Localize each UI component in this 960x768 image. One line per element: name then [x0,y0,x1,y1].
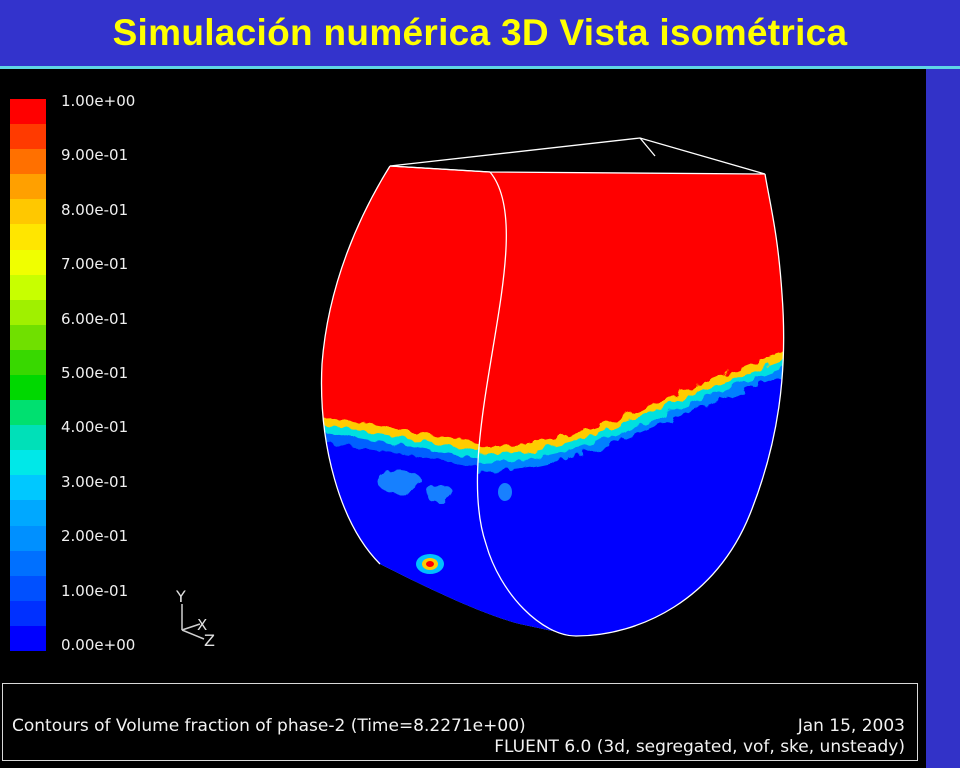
z-axis-label: Z [204,631,215,650]
color-legend: 1.00e+00 9.00e-01 8.00e-01 7.00e-01 6.00e-01… [10,92,150,659]
legend-swatch [10,299,46,326]
legend-swatch [10,349,46,376]
x-axis-line [181,623,201,631]
legend-swatch [10,625,46,652]
legend-tick-label: 6.00e-01 [61,309,129,328]
legend-swatch [10,475,46,501]
axis-triad: Y X Z [175,587,215,650]
legend-swatch [10,375,46,401]
legend-tick-label: 2.00e-01 [61,527,129,546]
legend-swatch [10,224,46,251]
model-outline [320,137,785,637]
graphics-viewport[interactable]: 1.00e+00 9.00e-01 8.00e-01 7.00e-01 6.00e-01… [0,69,926,679]
volume-fraction-model[interactable] [310,124,800,644]
legend-tick-label: 9.00e-01 [61,146,129,165]
legend-swatch [10,400,46,426]
legend-swatch [10,274,46,301]
title-divider [0,66,960,69]
legend-tick-label: 1.00e-01 [61,581,129,600]
caption-frame: Contours of Volume fraction of phase-2 (… [2,683,918,761]
legend-swatch [10,99,46,125]
legend-swatch [10,199,46,225]
legend-tick-label: 7.00e-01 [61,255,129,274]
legend-swatch [10,174,46,200]
slide-title: Simulación numérica 3D Vista isométrica [112,12,848,53]
z-axis-line [181,629,205,640]
legend-swatch [10,550,46,577]
legend-tick-label: 5.00e-01 [61,364,129,382]
legend-colorbar [10,99,46,652]
legend-swatch [10,525,46,552]
caption-date: Jan 15, 2003 [797,716,905,736]
legend-swatch [10,249,46,276]
slide-title-bar: Simulación numérica 3D Vista isométrica [0,0,960,66]
slide-right-margin [926,69,960,768]
legend-swatch [10,575,46,602]
legend-swatch [10,600,46,627]
legend-swatch [10,149,46,175]
caption-panel: Contours of Volume fraction of phase-2 (… [0,679,926,768]
legend-tick-label: 1.00e+00 [61,92,136,110]
legend-swatch [10,500,46,527]
x-axis-label: X [197,616,207,634]
solver-info: FLUENT 6.0 (3d, segregated, vof, ske, un… [494,737,905,757]
legend-swatch [10,425,46,451]
legend-tick-label: 8.00e-01 [61,200,129,219]
legend-swatch [10,324,46,351]
legend-tick-label: 0.00e+00 [61,636,136,654]
contour-caption: Contours of Volume fraction of phase-2 (… [12,716,526,736]
legend-swatch [10,124,46,150]
y-axis-label: Y [175,587,186,606]
legend-tick-label: 3.00e-01 [61,472,129,491]
legend-tick-label: 4.00e-01 [61,418,129,437]
legend-swatch [10,450,46,476]
